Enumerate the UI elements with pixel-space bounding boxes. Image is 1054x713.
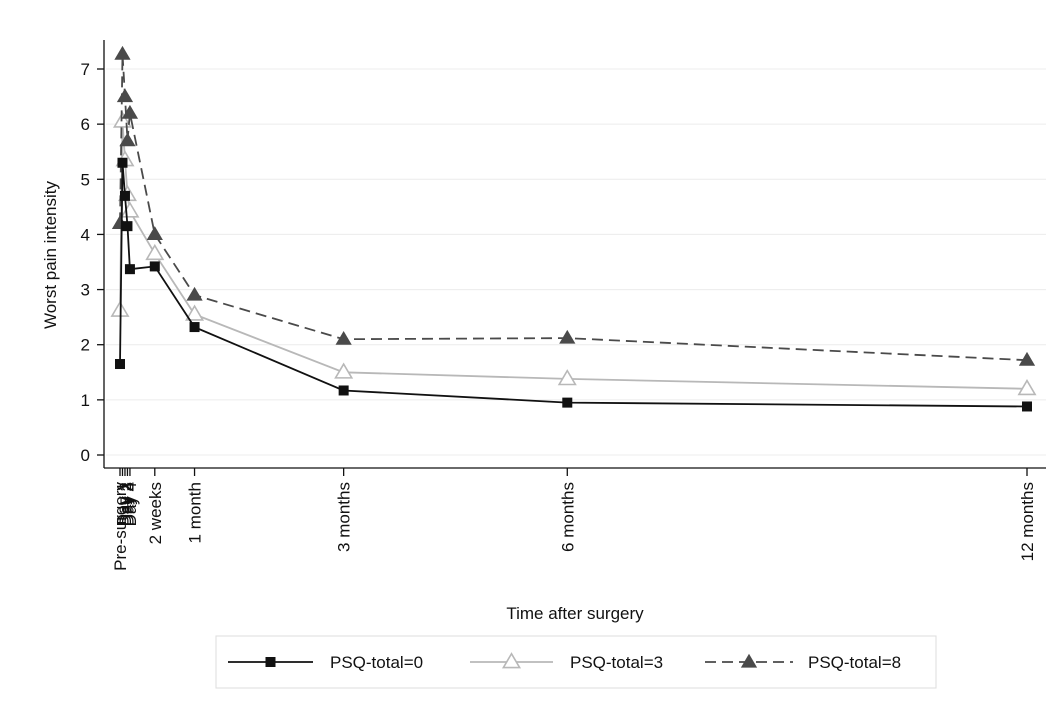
data-point bbox=[557, 369, 577, 386]
y-tick-label: 6 bbox=[81, 115, 90, 134]
x-tick-label: Day 4 bbox=[121, 482, 140, 526]
x-tick-label: Day 1 bbox=[113, 482, 132, 526]
data-point bbox=[338, 385, 349, 396]
data-point bbox=[124, 264, 135, 275]
x-tick-label: 12 months bbox=[1018, 482, 1037, 561]
y-tick-label: 3 bbox=[81, 281, 90, 300]
legend-item: PSQ-total=8 bbox=[705, 653, 901, 672]
y-tick-label: 4 bbox=[81, 225, 90, 244]
x-tick-label: Day 2 bbox=[116, 482, 135, 526]
data-point bbox=[145, 243, 165, 261]
data-point bbox=[185, 304, 205, 321]
y-tick-label: 0 bbox=[81, 446, 90, 465]
x-tick-label: 3 months bbox=[335, 482, 354, 552]
legend-item: PSQ-total=0 bbox=[228, 653, 423, 672]
x-tick-label: 2 weeks bbox=[146, 482, 165, 544]
legend-marker bbox=[501, 652, 522, 669]
data-point bbox=[189, 322, 200, 333]
data-point bbox=[334, 362, 354, 379]
legend-marker bbox=[740, 653, 758, 668]
x-axis-title: Time after surgery bbox=[506, 604, 644, 623]
legend-label: PSQ-total=3 bbox=[570, 653, 663, 672]
x-tick-label: Pre-surgery bbox=[111, 482, 130, 571]
data-point bbox=[116, 88, 134, 103]
legend-item: PSQ-total=3 bbox=[470, 652, 663, 672]
data-point bbox=[117, 157, 128, 168]
data-point bbox=[186, 286, 203, 301]
data-point bbox=[119, 190, 130, 201]
legend-label: PSQ-total=0 bbox=[330, 653, 423, 672]
y-tick-label: 2 bbox=[81, 336, 90, 355]
data-point bbox=[114, 45, 131, 60]
x-tick-label: Day 3 bbox=[118, 482, 137, 526]
legend-marker bbox=[265, 657, 276, 667]
data-point bbox=[149, 261, 160, 272]
y-tick-label: 5 bbox=[81, 170, 90, 189]
y-axis-title: Worst pain intensity bbox=[41, 180, 60, 329]
series-psq-total-8 bbox=[111, 45, 1036, 366]
data-point bbox=[119, 132, 136, 147]
data-point bbox=[559, 329, 576, 344]
x-tick-label: 6 months bbox=[558, 482, 577, 552]
y-tick-label: 7 bbox=[81, 60, 90, 79]
legend-box bbox=[215, 635, 937, 689]
data-point bbox=[1018, 351, 1036, 366]
y-tick-label: 1 bbox=[81, 391, 90, 410]
data-point bbox=[1022, 401, 1032, 412]
data-point bbox=[121, 104, 139, 119]
grid-lines bbox=[106, 68, 1046, 456]
legend: PSQ-total=0 PSQ-total=3 PSQ-total=8 bbox=[215, 635, 937, 689]
data-point bbox=[122, 221, 133, 232]
data-point bbox=[115, 359, 125, 370]
data-point bbox=[1017, 379, 1037, 396]
data-point bbox=[562, 397, 573, 408]
data-point bbox=[146, 226, 163, 241]
legend-label: PSQ-total=8 bbox=[808, 653, 901, 672]
data-point bbox=[335, 330, 352, 345]
series-psq-total-0 bbox=[115, 157, 1032, 412]
series-line bbox=[119, 162, 1028, 408]
x-tick-label: 1 month bbox=[186, 482, 205, 543]
series-layer bbox=[110, 45, 1037, 412]
y-axis: 0 1 2 3 4 5 6 7 bbox=[81, 40, 105, 468]
series-line bbox=[119, 54, 1028, 362]
